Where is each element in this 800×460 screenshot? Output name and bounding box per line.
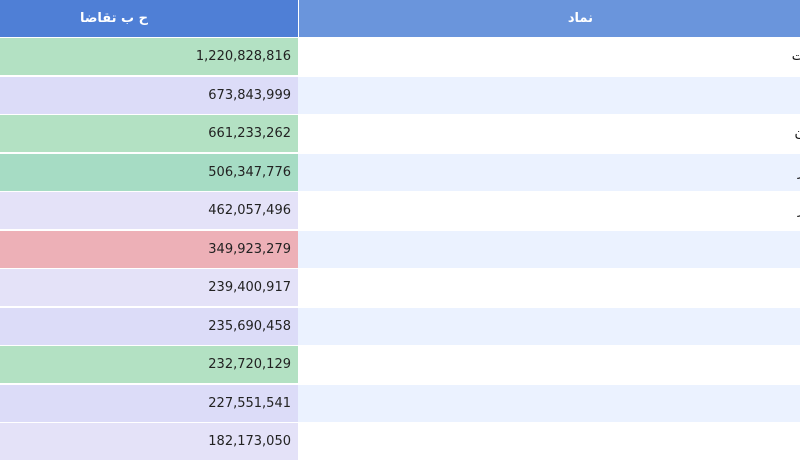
table-row[interactable]: 506,347,776 ر bbox=[0, 153, 800, 191]
symbol-text: ت bbox=[791, 49, 800, 64]
cell-symbol[interactable]: ت bbox=[298, 38, 800, 75]
cell-symbol[interactable] bbox=[298, 230, 800, 268]
cell-demand-volume: 661,233,262 bbox=[0, 115, 298, 152]
table-row[interactable]: 661,233,262 ن bbox=[0, 115, 800, 152]
column-header-label: ح ب تقاضا bbox=[79, 11, 148, 26]
cell-demand-volume: 182,173,050 bbox=[0, 423, 298, 460]
table-row[interactable]: 1,220,828,816 ت bbox=[0, 38, 800, 75]
table-row[interactable]: 227,551,541 bbox=[0, 384, 800, 422]
cell-demand-volume: 673,843,999 bbox=[0, 76, 298, 114]
table-row[interactable]: 232,720,129 bbox=[0, 346, 800, 383]
cell-demand-volume: 1,220,828,816 bbox=[0, 38, 298, 75]
cell-symbol[interactable] bbox=[298, 384, 800, 422]
cell-symbol[interactable]: ر bbox=[298, 192, 800, 229]
table-row[interactable]: 235,690,458 bbox=[0, 307, 800, 345]
table-row[interactable]: 349,923,279 bbox=[0, 230, 800, 268]
cell-symbol[interactable]: ر bbox=[298, 153, 800, 191]
cell-demand-volume: 506,347,776 bbox=[0, 153, 298, 191]
cell-symbol[interactable]: ن bbox=[298, 115, 800, 152]
table-row[interactable]: 182,173,050 bbox=[0, 423, 800, 460]
table-header: ح ب تقاضا نماد bbox=[0, 0, 800, 37]
cell-symbol[interactable] bbox=[298, 307, 800, 345]
table-row[interactable]: 462,057,496 ر bbox=[0, 192, 800, 229]
cell-symbol[interactable] bbox=[298, 76, 800, 114]
cell-demand-volume: 227,551,541 bbox=[0, 384, 298, 422]
cell-symbol[interactable] bbox=[298, 346, 800, 383]
cell-demand-volume: 349,923,279 bbox=[0, 230, 298, 268]
cell-demand-volume: 239,400,917 bbox=[0, 269, 298, 306]
cell-demand-volume: 462,057,496 bbox=[0, 192, 298, 229]
cell-symbol[interactable] bbox=[298, 269, 800, 306]
cell-demand-volume: 232,720,129 bbox=[0, 346, 298, 383]
cell-symbol[interactable] bbox=[298, 423, 800, 460]
column-header-demand-volume[interactable]: ح ب تقاضا bbox=[0, 0, 298, 37]
cell-demand-volume: 235,690,458 bbox=[0, 307, 298, 345]
table-row[interactable]: 239,400,917 bbox=[0, 269, 800, 306]
symbol-text: ر bbox=[798, 203, 800, 218]
symbol-text: ر bbox=[798, 165, 800, 180]
column-header-symbol[interactable]: نماد bbox=[298, 0, 800, 37]
column-header-label: نماد bbox=[567, 11, 593, 26]
table-row[interactable]: 673,843,999 bbox=[0, 76, 800, 114]
symbol-text: ن bbox=[794, 126, 800, 141]
